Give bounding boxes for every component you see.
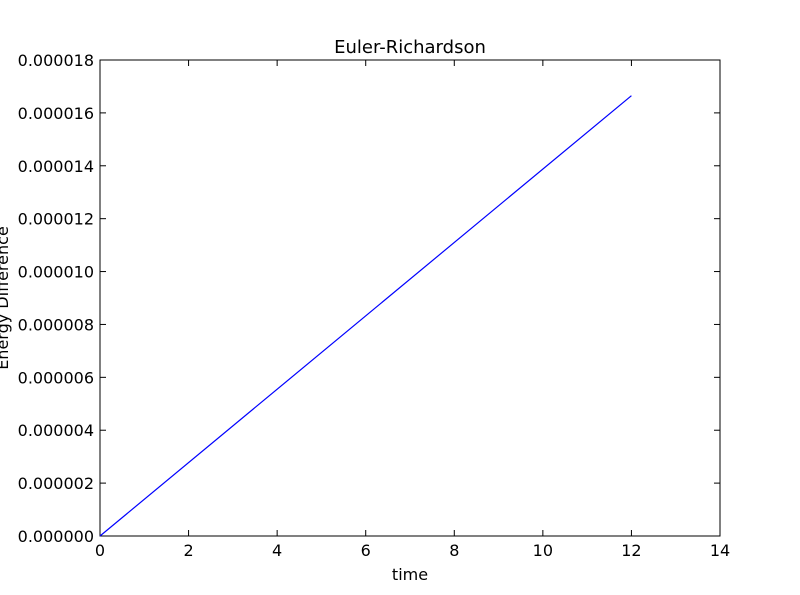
- y-tick-label: 0.000018: [18, 51, 94, 70]
- plot-layer: 0 2 4 6 8 10 12 14 0.000000 0.000002 0.000004 0.000…: [18, 51, 731, 560]
- x-tick-label: 6: [361, 541, 371, 560]
- y-tick-label: 0.000016: [18, 104, 94, 123]
- x-tick-label: 4: [272, 541, 282, 560]
- y-tick-label: 0.000000: [18, 527, 94, 546]
- series-line-0: [99, 95, 632, 537]
- x-tick-label: 0: [95, 541, 105, 560]
- y-tick-label: 0.000008: [18, 315, 94, 334]
- x-tick-label: 10: [533, 541, 553, 560]
- y-axis-label: Energy Difference: [0, 226, 12, 370]
- x-tick-label: 14: [710, 541, 730, 560]
- x-tick-label: 2: [183, 541, 193, 560]
- x-tick-label: 12: [621, 541, 641, 560]
- x-axis-label: time: [392, 565, 428, 584]
- plot-frame: [99, 59, 721, 537]
- y-tick-label: 0.000010: [18, 263, 94, 282]
- x-tick-label: 8: [449, 541, 459, 560]
- chart-title: Euler-Richardson: [334, 37, 486, 58]
- y-tick-label: 0.000014: [18, 157, 94, 176]
- y-tick-label: 0.000002: [18, 474, 94, 493]
- y-tick-label: 0.000006: [18, 368, 94, 387]
- y-tick-label: 0.000012: [18, 210, 94, 229]
- y-tick-label: 0.000004: [18, 421, 94, 440]
